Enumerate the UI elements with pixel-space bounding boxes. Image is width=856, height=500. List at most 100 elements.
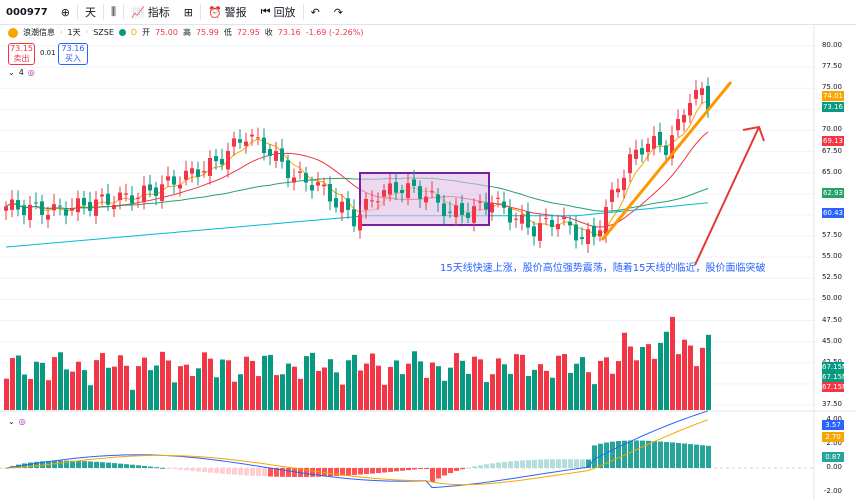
volume-bar: [28, 378, 33, 410]
histogram-bar: [274, 468, 279, 477]
candle-body: [298, 171, 302, 173]
high-value: 75.99: [195, 28, 219, 37]
volume-bar: [4, 378, 9, 410]
volume-bar: [232, 381, 237, 410]
volume-bar: [172, 382, 177, 410]
chart-type-button[interactable]: ⫼: [104, 0, 123, 24]
candle-body: [154, 187, 158, 196]
histogram-bar: [436, 468, 441, 479]
volume-bar: [544, 370, 549, 410]
up-arrow-head: [742, 125, 765, 142]
open-value: 75.00: [155, 28, 178, 37]
histogram-bar: [556, 459, 561, 468]
buy-button[interactable]: 73.16 买入: [58, 43, 88, 65]
histogram-bar: [484, 464, 489, 468]
legend-exchange: SZSE: [93, 28, 114, 37]
histogram-bar: [454, 468, 459, 471]
interval-button[interactable]: 天: [78, 0, 103, 24]
volume-bar: [526, 376, 531, 410]
indicator-legend-toggle[interactable]: ⌄ 4 ◎: [8, 68, 35, 77]
histogram-bar: [520, 460, 525, 468]
histogram-bar: [58, 460, 63, 468]
price-tag: 73.16: [822, 102, 844, 112]
candle-body: [166, 176, 170, 181]
price-axis-label: 67.50: [821, 146, 842, 155]
candle-body: [538, 223, 542, 241]
histogram-bar: [208, 468, 213, 473]
histogram-bar: [142, 465, 147, 468]
loading-spinner-icon: ◎: [18, 417, 26, 426]
volume-bar: [22, 374, 27, 410]
volume-bar: [196, 368, 201, 410]
oscillator-legend-toggle[interactable]: ⌄ ◎: [8, 417, 26, 426]
candle-body: [670, 135, 674, 159]
candle-body: [532, 226, 536, 237]
histogram-bar: [190, 468, 195, 471]
rewind-icon: ⏮: [260, 5, 271, 18]
osc-axis-label: 2.00: [826, 439, 842, 447]
histogram-bar: [670, 442, 675, 468]
candle-body: [412, 179, 416, 186]
price-axis-label: 47.50: [821, 315, 842, 324]
redo-button[interactable]: ↷: [327, 0, 350, 24]
histogram-bar: [400, 468, 405, 471]
histogram-bar: [334, 468, 339, 476]
alert-button[interactable]: ⏰ 警报: [201, 0, 254, 24]
candle-body: [472, 206, 476, 223]
market-status-icon: [118, 29, 126, 36]
histogram-bar: [610, 441, 615, 468]
candlestick-series: [4, 77, 710, 254]
histogram-bar: [70, 460, 75, 468]
candle-body: [256, 137, 260, 139]
indicators-button[interactable]: 📈 指标: [124, 0, 177, 24]
candle-body: [58, 205, 62, 207]
volume-bar: [160, 351, 165, 410]
candle-body: [22, 205, 26, 216]
histogram-bar: [490, 463, 495, 468]
volume-bar: [478, 359, 483, 410]
volume-bar: [682, 339, 687, 410]
histogram-bar: [652, 441, 657, 468]
symbol-search[interactable]: 000977: [0, 0, 54, 24]
oscillator-series: [0, 410, 814, 489]
volume-bar: [358, 370, 363, 410]
volume-bar: [166, 360, 171, 410]
price-axis-label: 75.00: [821, 83, 842, 92]
histogram-bar: [646, 440, 651, 468]
layout-button[interactable]: ⊞: [177, 0, 200, 24]
volume-bar: [616, 361, 621, 410]
candle-body: [94, 199, 98, 216]
candle-body: [574, 224, 578, 241]
histogram-bar: [214, 468, 219, 474]
compare-button[interactable]: ⊕: [54, 0, 77, 24]
candle-body: [76, 198, 80, 213]
histogram-bar: [232, 468, 237, 475]
volume-bar: [700, 347, 705, 410]
ma-fast-line: [5, 100, 709, 236]
candle-body: [406, 183, 410, 199]
candle-body: [694, 89, 698, 99]
replay-button[interactable]: ⏮ 回放: [254, 0, 303, 24]
histogram-bar: [472, 466, 477, 468]
volume-bar: [244, 356, 249, 410]
candle-body: [250, 134, 254, 137]
volume-bar: [256, 376, 261, 410]
candle-body: [340, 201, 344, 213]
separator: [102, 4, 104, 20]
candle-body: [598, 230, 602, 237]
volume-bar: [94, 360, 99, 410]
candle-body: [286, 160, 290, 179]
symbol-text[interactable]: 000977: [6, 6, 48, 18]
price-tag: 62.93: [822, 188, 844, 198]
volume-bar: [298, 378, 303, 410]
sell-button[interactable]: 73.15 卖出: [8, 43, 35, 65]
indicators-label: 指标: [147, 6, 170, 19]
undo-button[interactable]: ↶: [304, 0, 327, 24]
candle-body: [322, 184, 326, 187]
candle-body: [610, 189, 614, 202]
buy-label: 买入: [65, 54, 81, 63]
volume-bar: [562, 354, 567, 410]
volume-bar: [466, 373, 471, 410]
volume-bar: [112, 366, 117, 410]
